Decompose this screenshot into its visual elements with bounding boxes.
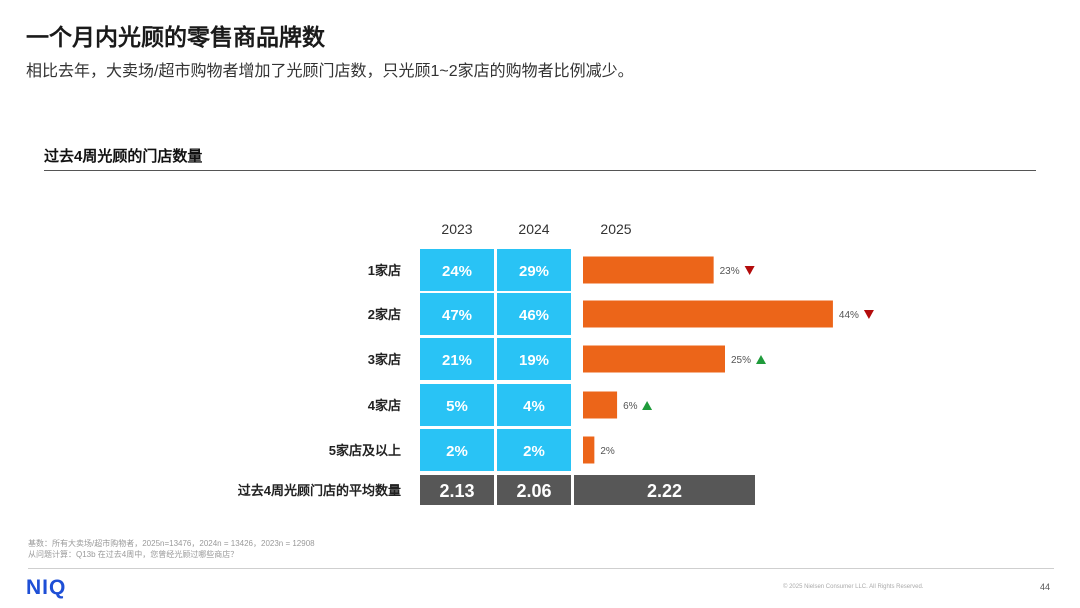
column-header-2024: 2024 [518,221,549,237]
table-cell-2024 [497,429,571,471]
trend-up-icon [756,355,766,364]
table-cell-value: 21% [442,352,472,369]
bar-value-label: 2% [600,446,615,457]
table-cell-2023 [420,293,494,335]
table-cell-2023 [420,338,494,380]
niq-logo: NIQ [26,576,67,599]
page-number: 44 [1040,582,1051,592]
bar-value-label: 44% [839,310,859,321]
chart-section-title: 过去4周光顾的门店数量 [44,148,203,165]
table-cell-2023 [420,249,494,291]
bar-2025 [583,256,714,284]
table-cell-value: 29% [519,263,549,280]
table-cell-value: 5% [446,398,468,415]
table-cell-value: 19% [519,352,549,369]
page-title: 一个月内光顾的零售商品牌数 [26,24,325,50]
category-label: 4家店 [368,398,401,413]
table-cell-2023 [420,384,494,426]
average-cell-value: 2.06 [516,481,551,501]
bar-value-label: 6% [623,401,638,412]
table-cell-value: 24% [442,263,472,280]
category-label: 3家店 [368,352,401,367]
average-cell-value: 2.13 [439,481,474,501]
average-row-label: 过去4周光顾门店的平均数量 [238,483,401,498]
table-cell-value: 2% [446,443,468,460]
average-cell-2025 [574,475,755,505]
table-cell-2024 [497,293,571,335]
table-cell-2023 [420,429,494,471]
table-cell-2024 [497,384,571,426]
average-cell-value: 2.22 [647,481,682,501]
store-count-chart: 2023 2024 2025 1家店 24% 29% 23% 2家店 47% 46% 44% 3家店 2… [238,221,874,505]
footnote-base: 基数：所有大卖场/超市购物者，2025n=13476，2024n = 13426… [28,539,315,548]
trend-down-icon [863,310,874,319]
footer-divider [28,568,1054,569]
table-cell-value: 46% [519,307,549,324]
column-header-2025: 2025 [600,221,631,237]
category-label: 5家店及以上 [329,443,401,458]
copyright-text: © 2025 Nielsen Consumer LLC. All Rights … [783,584,924,590]
table-cell-2024 [497,338,571,380]
category-label: 1家店 [368,263,401,278]
bar-value-label: 25% [731,355,751,366]
table-cell-value: 47% [442,307,472,324]
column-header-2023: 2023 [441,221,472,237]
bar-2025 [583,300,833,328]
page-subtitle: 相比去年，大卖场/超市购物者增加了光顾门店数，只光顾1~2家店的购物者比例减少。 [26,63,634,80]
table-cell-2024 [497,249,571,291]
section-divider [44,170,1036,171]
bar-2025 [583,436,595,464]
table-cell-value: 4% [523,398,545,415]
trend-down-icon [744,266,755,275]
table-cell-value: 2% [523,443,545,460]
trend-up-icon [642,401,653,410]
footnote-question: 从问题计算：Q13b 在过去4周中，您曾经光顾过哪些商店？ [28,550,239,559]
bar-2025 [583,391,618,419]
average-cell-2024 [497,475,571,505]
bar-2025 [583,345,725,373]
category-label: 2家店 [368,307,401,322]
bar-value-label: 23% [720,266,740,277]
average-cell-2023 [420,475,494,505]
